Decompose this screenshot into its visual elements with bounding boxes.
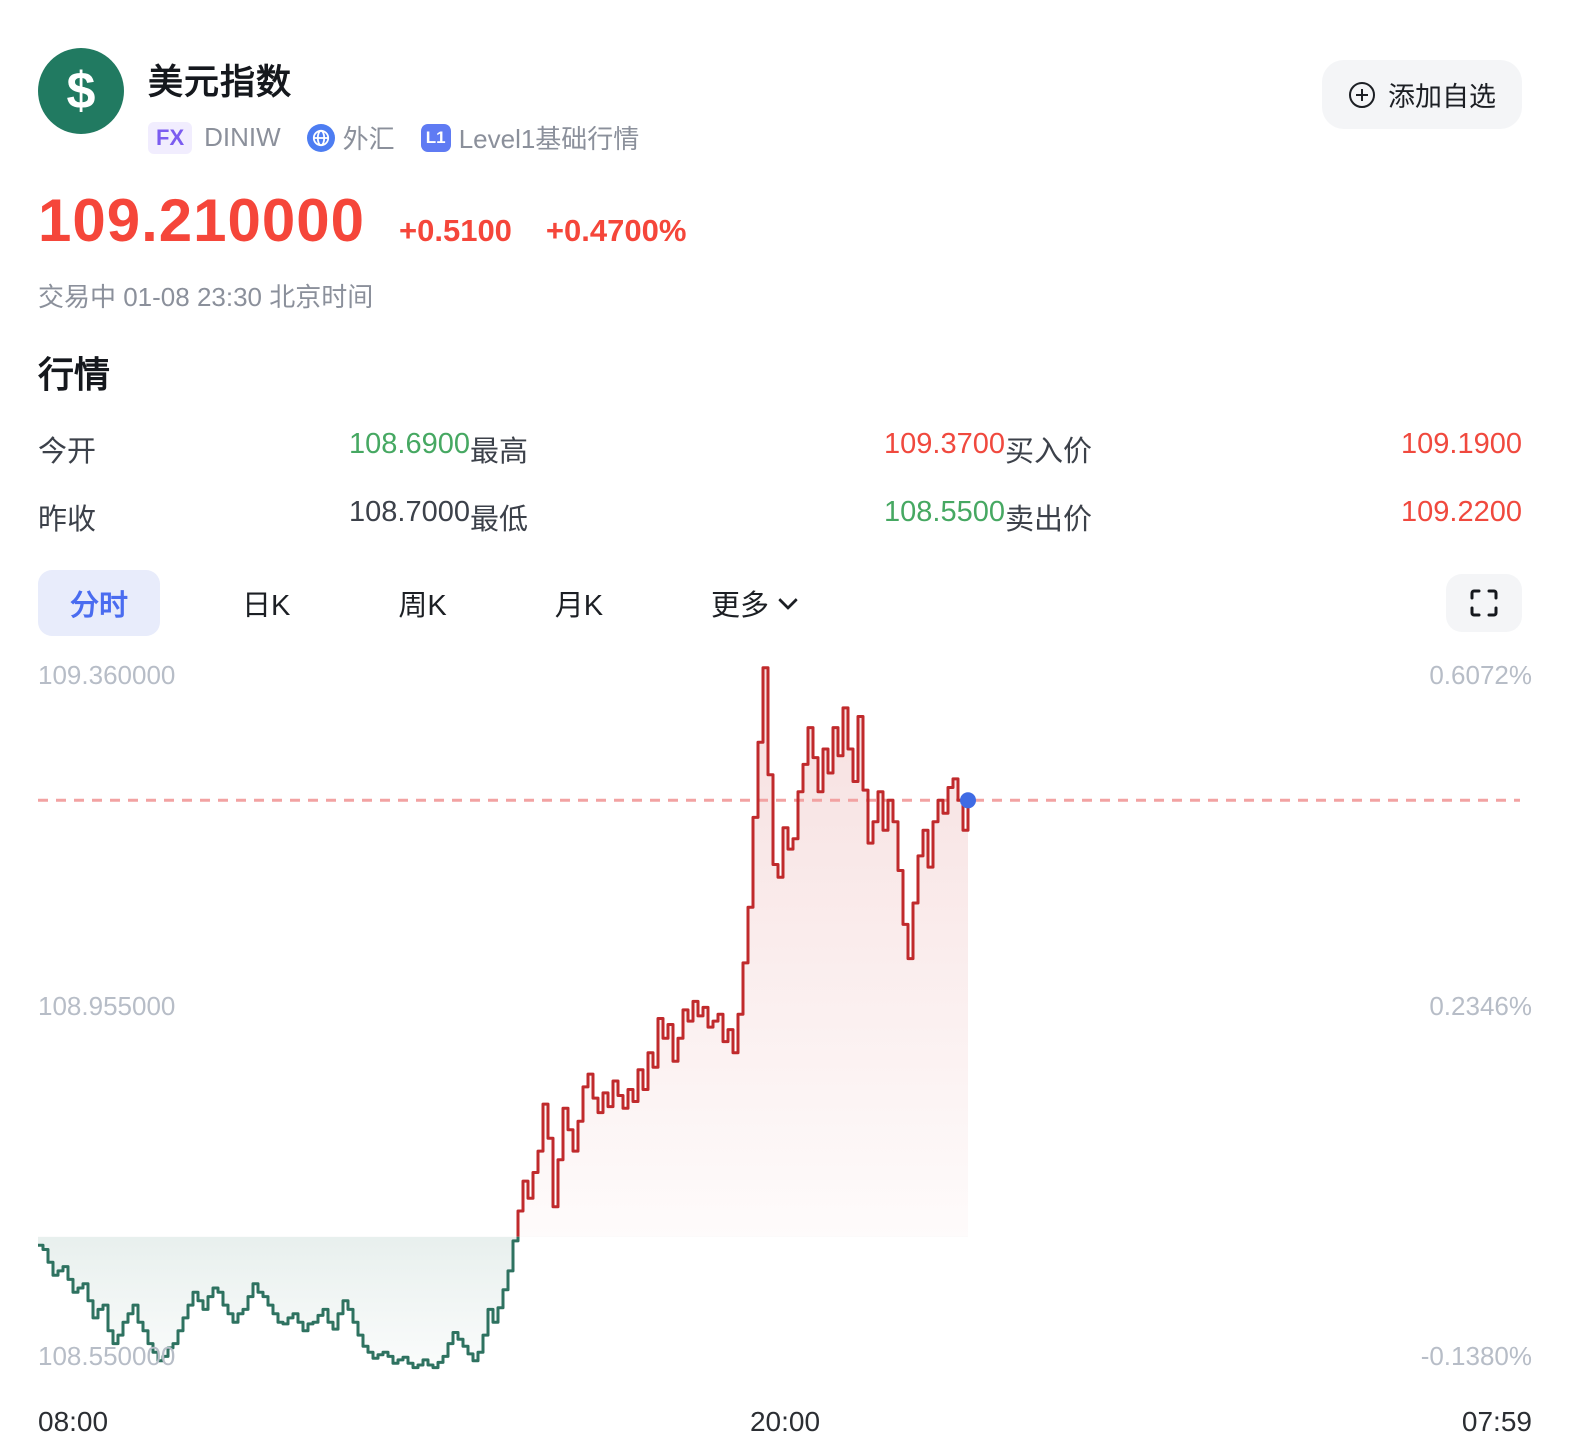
tag-row: FX DINIW 外汇 L1 Level1基础行情 (148, 119, 639, 156)
last-price: 109.210000 (38, 187, 365, 254)
current-price-dot (960, 792, 976, 809)
globe-icon (306, 123, 335, 152)
fx-badge: FX (148, 121, 193, 154)
x-axis-end: 07:59 (1461, 1406, 1532, 1437)
y-axis-price-mid: 108.955000 (38, 991, 176, 1021)
price-change-pct: +0.4700% (545, 213, 687, 248)
add-watchlist-button[interactable]: 添加自选 (1322, 60, 1522, 129)
y-axis-pct-mid: 0.2346% (1429, 991, 1532, 1021)
y-axis-pct-high: 0.6072% (1429, 660, 1532, 690)
tab-weekly-k[interactable]: 周K (372, 570, 472, 636)
stat-label: 买入价 (1005, 436, 1093, 468)
stat-value: 108.5500 (884, 496, 1005, 528)
price-line-down (38, 1236, 520, 1370)
stat-value: 109.1900 (1401, 428, 1522, 460)
stat-value: 109.2200 (1401, 496, 1522, 528)
stat-value: 109.3700 (884, 428, 1005, 460)
price-line-up (516, 666, 970, 1237)
market-label: 外汇 (342, 124, 395, 154)
add-watchlist-label: 添加自选 (1388, 82, 1496, 112)
symbol-code: DINIW (204, 122, 281, 152)
tab-monthly-k[interactable]: 月K (529, 570, 629, 636)
page-title: 美元指数 (148, 63, 293, 102)
y-axis-pct-low: -0.1380% (1420, 1341, 1532, 1371)
x-axis: 08:00 20:00 07:59 (38, 1406, 1532, 1438)
stat-value: 108.7000 (349, 496, 470, 528)
header: $ 美元指数 FX DINIW 外汇 L1 Level1基础行情 (38, 0, 1522, 156)
price-change: +0.5100 (399, 213, 512, 248)
y-axis-price-low: 108.550000 (38, 1341, 176, 1371)
stat-value: 108.6900 (349, 428, 470, 460)
tab-more[interactable]: 更多 (685, 570, 821, 636)
x-axis-mid: 20:00 (749, 1406, 821, 1437)
chart-area-below-close (38, 1236, 518, 1368)
tab-minute[interactable]: 分时 (38, 570, 161, 636)
stat-label: 最低 (470, 504, 529, 536)
chart-area-above-close (38, 667, 968, 1237)
x-axis-start: 08:00 (38, 1406, 109, 1437)
chart-tab-bar: 分时 日K 周K 月K 更多 (38, 570, 1522, 636)
trading-status: 交易中 01-08 23:30 北京时间 (38, 282, 374, 312)
level1-label: Level1基础行情 (458, 124, 640, 154)
market-section-title: 行情 (38, 354, 111, 395)
chevron-down-icon (778, 590, 798, 611)
fullscreen-button[interactable] (1446, 574, 1522, 632)
stat-label: 最高 (470, 436, 529, 468)
minute-chart[interactable]: 109.360000 108.955000 108.550000 0.6072%… (38, 660, 1532, 1372)
stats-grid: 今开 108.6900 最高 109.3700 买入价 109.1900 昨收 … (38, 428, 1522, 538)
level1-icon: L1 (420, 123, 451, 152)
tab-daily-k[interactable]: 日K (216, 570, 316, 636)
price-row: 109.210000 +0.5100 +0.4700% (38, 186, 1522, 255)
stat-label: 卖出价 (1005, 504, 1093, 536)
stat-label: 昨收 (38, 504, 97, 536)
fullscreen-icon (1470, 589, 1498, 617)
plus-circle-icon (1348, 81, 1376, 109)
y-axis-price-high: 109.360000 (38, 660, 176, 690)
dollar-icon: $ (38, 48, 124, 134)
stat-label: 今开 (38, 436, 97, 468)
